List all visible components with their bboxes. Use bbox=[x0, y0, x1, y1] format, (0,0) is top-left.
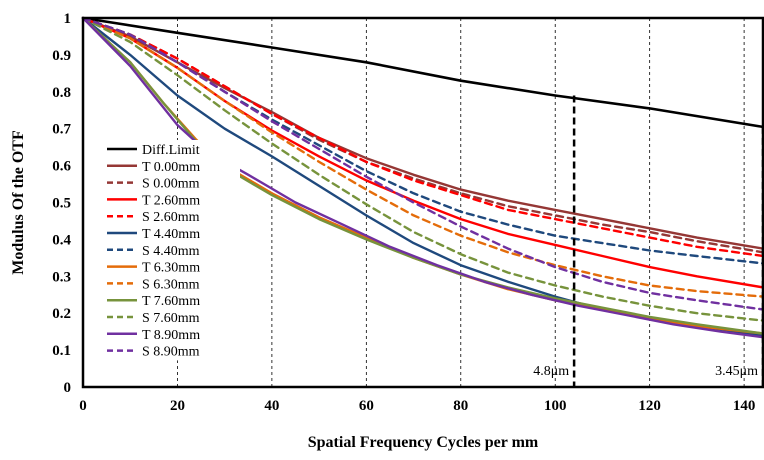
marker-label: 4.8μm bbox=[533, 364, 569, 379]
x-tick-label: 120 bbox=[638, 398, 661, 414]
legend-background bbox=[100, 140, 240, 361]
legend-label: S 2.60mm bbox=[142, 210, 200, 225]
y-tick-label: 0 bbox=[64, 380, 72, 396]
marker-label: 3.45μm bbox=[715, 364, 758, 379]
legend-label: S 0.00mm bbox=[142, 177, 200, 192]
y-tick-label: 1 bbox=[64, 11, 72, 27]
series-line-t-8-90mm bbox=[81, 16, 764, 339]
x-tick-label: 20 bbox=[170, 398, 185, 414]
series-line-diff-limit bbox=[81, 16, 764, 129]
y-tick-label: 0.7 bbox=[52, 122, 71, 138]
y-tick-label: 0.4 bbox=[52, 232, 71, 248]
y-tick-label: 0.9 bbox=[52, 48, 71, 64]
x-axis-title: Spatial Frequency Cycles per mm bbox=[308, 434, 539, 451]
series-line-t-7-60mm bbox=[81, 16, 764, 335]
x-tick-label: 40 bbox=[264, 398, 279, 414]
legend-label: S 6.30mm bbox=[142, 277, 200, 292]
legend-label: T 7.60mm bbox=[142, 294, 200, 309]
legend-label: T 2.60mm bbox=[142, 193, 200, 208]
legend-label: T 6.30mm bbox=[142, 261, 200, 276]
y-tick-label: 0.8 bbox=[52, 85, 71, 101]
x-tick-label: 0 bbox=[79, 398, 87, 414]
legend-label: T 4.40mm bbox=[142, 227, 200, 242]
y-tick-label: 0.6 bbox=[52, 159, 71, 175]
y-tick-label: 0.5 bbox=[52, 196, 71, 212]
y-axis-title: Modulus Of the OTF bbox=[10, 130, 27, 275]
x-tick-label: 60 bbox=[359, 398, 374, 414]
legend-label: Diff.Limit bbox=[142, 143, 200, 158]
plot-frame bbox=[81, 16, 764, 389]
y-tick-label: 0.1 bbox=[52, 343, 71, 359]
legend-label: T 0.00mm bbox=[142, 160, 200, 175]
x-tick-label: 140 bbox=[733, 398, 756, 414]
series-line-s-6-30mm bbox=[81, 16, 764, 298]
legend-label: S 7.60mm bbox=[142, 311, 200, 326]
y-tick-label: 0.2 bbox=[52, 306, 71, 322]
legend-label: S 4.40mm bbox=[142, 244, 200, 259]
series-line-s-8-90mm bbox=[81, 16, 764, 311]
legend-label: T 8.90mm bbox=[142, 328, 200, 343]
series-line-s-2-60mm bbox=[81, 16, 764, 258]
legend-label: S 8.90mm bbox=[142, 345, 200, 360]
series-line-s-7-60mm bbox=[81, 16, 764, 322]
y-tick-label: 0.3 bbox=[52, 269, 71, 285]
x-tick-label: 80 bbox=[453, 398, 468, 414]
x-tick-label: 100 bbox=[544, 398, 567, 414]
